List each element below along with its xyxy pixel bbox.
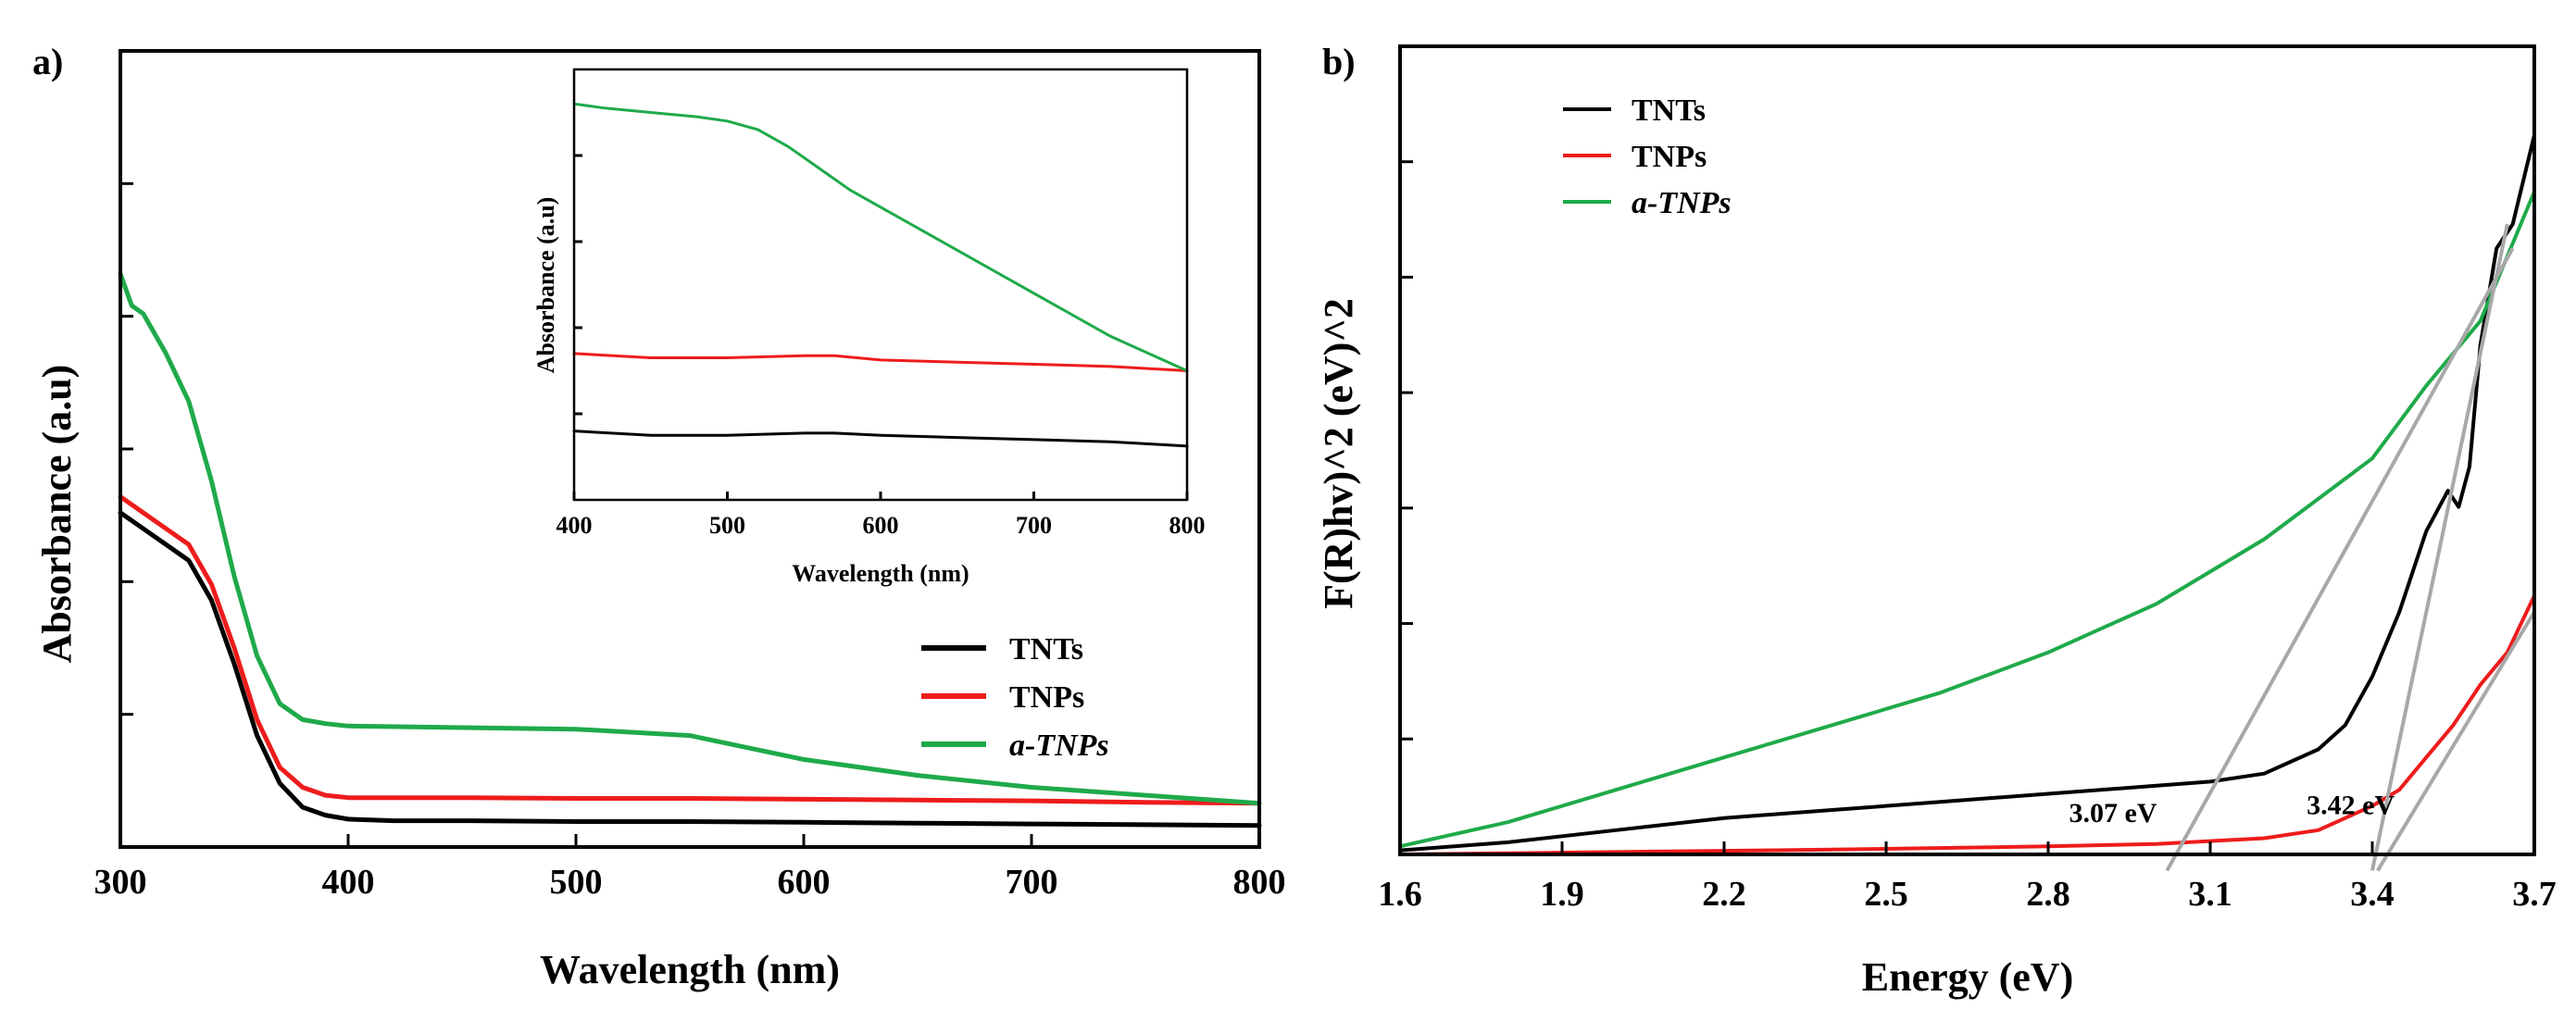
inset-xtick-label: 400 <box>556 512 593 539</box>
panel-a-chart: a) 300 400 500 600 700 800 Wavelength (nm) Ab… <box>32 41 1286 992</box>
legend-a-label-atnps: a-TNPs <box>1009 729 1109 763</box>
panel-b-label: b) <box>1322 41 1356 82</box>
panel-b-xtick-label: 3.4 <box>2350 875 2395 914</box>
inset-ylabel: Absorbance (a.u) <box>532 197 559 374</box>
panel-b-plot-frame <box>1398 44 2536 856</box>
inset-curves <box>572 102 1189 448</box>
panel-b-xtick-label: 1.9 <box>1540 875 1584 914</box>
inset-xlabel: Wavelength (nm) <box>792 560 969 587</box>
panel-a-xtick-label: 700 <box>1006 863 1058 902</box>
inset-xtick-label: 500 <box>709 512 745 539</box>
panel-b-xtick-label: 3.1 <box>2188 875 2232 914</box>
panel-a-xtick-label: 300 <box>94 863 147 902</box>
panel-b-fit-3.42-TNPs-line <box>2376 611 2536 872</box>
inset-background <box>574 69 1187 500</box>
panel-a-xtick-label: 600 <box>778 863 831 902</box>
inset-series-tnps <box>572 352 1189 372</box>
panel-b-fit-lines <box>2165 223 2536 872</box>
legend-b-label-tnts: TNTs <box>1632 93 1706 128</box>
panel-b-curves <box>1398 133 2536 856</box>
panel-b-xlabel: Energy (eV) <box>1862 954 2074 1000</box>
panel-b-xtick-label: 2.5 <box>1864 875 1908 914</box>
panel-b-fit-3.07-line <box>2165 247 2515 872</box>
panel-b-fit-3.42-TNTs-line <box>2370 223 2509 871</box>
legend-a-label-tnts: TNTs <box>1009 632 1083 666</box>
inset-xtick-label: 600 <box>863 512 899 539</box>
panel-a-series-atnps <box>118 271 1262 806</box>
legend-a-label-tnps: TNPs <box>1009 680 1084 715</box>
inset-series-tnts <box>572 430 1189 448</box>
panel-b-ylabel: F(R)hv)^2 (eV)^2 <box>1316 298 1361 609</box>
panel-a-xtick-label: 500 <box>550 863 603 902</box>
panel-b-xtick-label: 2.8 <box>2026 875 2070 914</box>
panel-a-series-tnps <box>118 494 1262 806</box>
panel-b-legend: TNTs TNPs a-TNPs <box>1563 93 1732 220</box>
panel-b-chart: b) 1.6 1.9 2.2 2.5 2.8 3.1 3.4 3.7 Energy (eV) … <box>1316 41 2557 1000</box>
bandgap-annotation-3-07: 3.07 eV <box>2070 798 2157 828</box>
panel-a-series-tnts <box>118 510 1262 828</box>
panel-b-series-tnts <box>1398 133 2536 853</box>
panel-a-legend: TNTs TNPs a-TNPs <box>921 632 1109 763</box>
panel-a-label: a) <box>32 41 63 82</box>
inset-xtick-label: 700 <box>1016 512 1052 539</box>
panel-a-xtick-label: 800 <box>1233 863 1286 902</box>
inset-ticks: 400 500 600 700 800 <box>556 154 1206 539</box>
panel-a-ylabel: Absorbance (a.u) <box>34 365 80 664</box>
inset-xtick-label: 800 <box>1169 512 1206 539</box>
panel-a-xtick-label: 400 <box>322 863 375 902</box>
panel-b-series-tnps <box>1398 593 2536 856</box>
panel-b-xtick-label: 1.6 <box>1378 875 1422 914</box>
panel-a-ticks: 300 400 500 600 700 800 <box>94 181 1286 902</box>
panel-a-xlabel: Wavelength (nm) <box>540 947 840 992</box>
panel-a-inset-chart: 400 500 600 700 800 Wavelength (nm) Absorban… <box>532 68 1206 587</box>
panel-b-xtick-label: 3.7 <box>2512 875 2557 914</box>
inset-series-atnps <box>572 102 1189 372</box>
panel-b-ticks: 1.6 1.9 2.2 2.5 2.8 3.1 3.4 3.7 <box>1378 160 2557 914</box>
legend-b-label-tnps: TNPs <box>1632 140 1707 174</box>
panel-b-xtick-label: 2.2 <box>1702 875 1746 914</box>
bandgap-annotation-3-42: 3.42 eV <box>2307 790 2395 820</box>
legend-b-label-atnps: a-TNPs <box>1632 186 1732 220</box>
panel-a-curves <box>118 271 1262 828</box>
